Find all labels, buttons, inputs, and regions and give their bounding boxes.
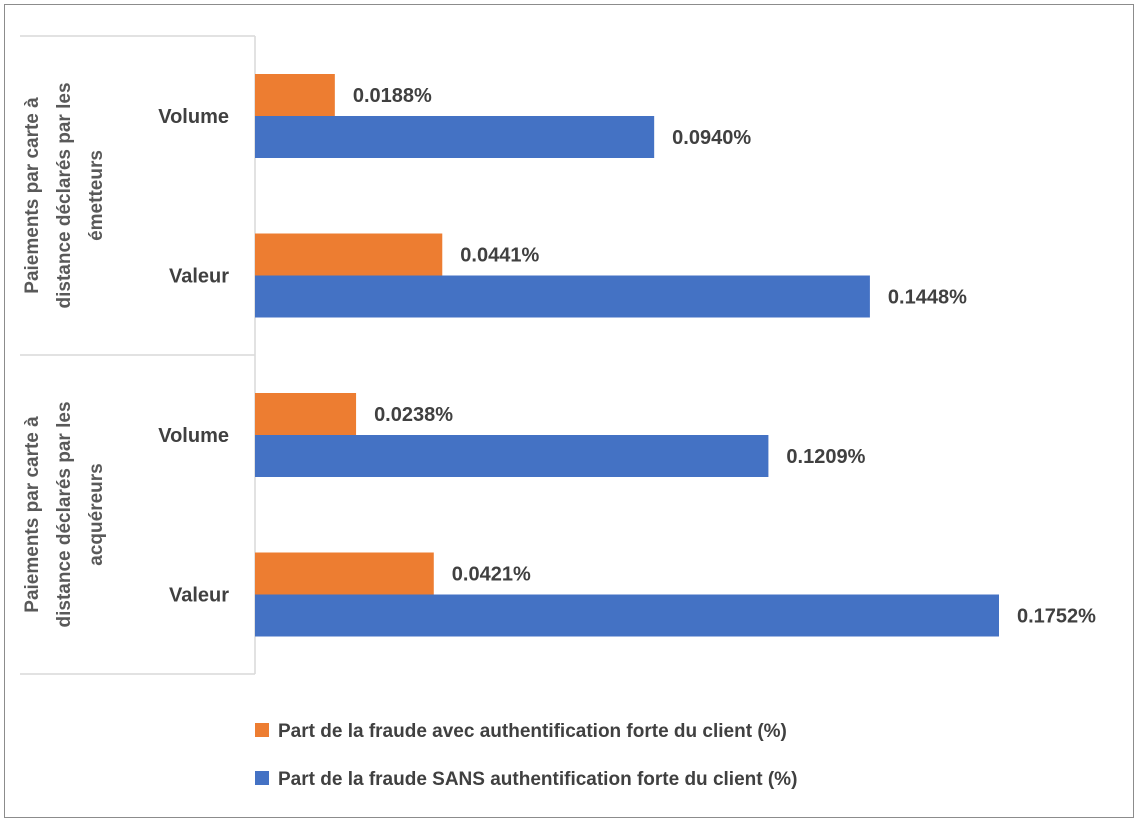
bar-with-sca	[255, 233, 443, 276]
legend-entry: Part de la fraude avec authentification …	[278, 721, 787, 742]
bar-with-sca	[255, 393, 357, 435]
legend-swatch	[255, 723, 269, 737]
category-label: Volume	[158, 106, 229, 128]
legend-swatch	[255, 771, 269, 785]
group-label-line: acquéreurs	[86, 463, 107, 565]
data-label: 0.0421%	[452, 564, 531, 586]
bar-layer	[255, 74, 999, 637]
group-label-line: distance déclarés par les	[54, 82, 75, 308]
data-label: 0.0441%	[460, 245, 539, 267]
legend: Part de la fraude avec authentification …	[255, 721, 797, 790]
bar-without-sca	[255, 594, 999, 637]
label-layer: Volume 0.0188% 0.0940% Valeur 0.0441% 0.1448%…	[158, 85, 1096, 628]
bar-with-sca	[255, 74, 335, 116]
bar-with-sca	[255, 552, 434, 595]
data-label: 0.0188%	[353, 85, 432, 107]
group-label-line: distance déclarés par les	[54, 401, 75, 627]
data-label: 0.1752%	[1017, 606, 1096, 628]
chart-frame: Paiements par carte à distance déclarés p…	[4, 4, 1134, 818]
bar-without-sca	[255, 116, 655, 158]
category-label: Volume	[158, 425, 229, 447]
data-label: 0.0238%	[374, 404, 453, 426]
bar-chart: Paiements par carte à distance déclarés p…	[20, 35, 1096, 790]
bar-without-sca	[255, 275, 870, 318]
category-axis: Paiements par carte à distance déclarés p…	[20, 35, 256, 675]
data-label: 0.1448%	[888, 287, 967, 309]
category-label: Valeur	[169, 266, 229, 288]
group-label-line: Paiements par carte à	[22, 97, 43, 294]
group-label: Paiements par carte à distance déclarés p…	[22, 82, 107, 308]
group-label-line: Paiements par carte à	[22, 416, 43, 613]
data-label: 0.1209%	[786, 446, 865, 468]
group-label-line: émetteurs	[86, 150, 107, 241]
data-label: 0.0940%	[672, 127, 751, 149]
legend-entry: Part de la fraude SANS authentification …	[278, 769, 797, 790]
bar-without-sca	[255, 435, 769, 477]
group-label: Paiements par carte à distance déclarés p…	[22, 401, 107, 627]
category-label: Valeur	[169, 585, 229, 607]
